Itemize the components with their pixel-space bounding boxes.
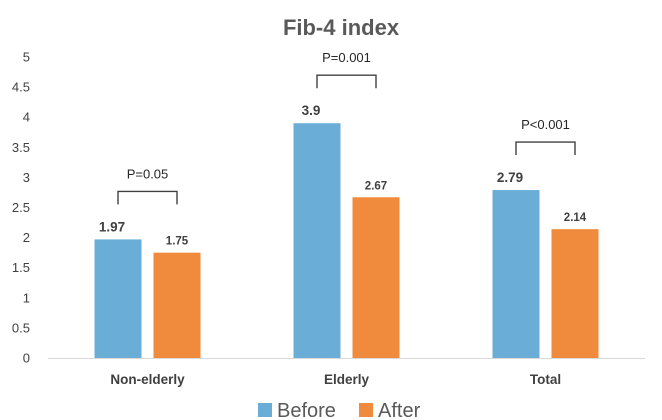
y-tick-label: 0.5 (12, 320, 30, 335)
bar-after-0 (153, 252, 201, 358)
data-labels: 1.97 1.75 3.9 2.67 2.79 2.14 (99, 103, 587, 247)
p-value-label: P=0.001 (322, 50, 371, 65)
data-label: 1.75 (166, 236, 189, 248)
x-category-label: Non-elderly (110, 372, 185, 387)
x-category-label: Total (530, 372, 561, 387)
bar-before-2 (492, 190, 540, 358)
significance-bracket (316, 74, 377, 89)
p-value-brackets: P=0.05 P=0.001 P<0.001 (117, 50, 576, 205)
y-tick-label: 4 (23, 110, 30, 125)
y-tick-label: 4.5 (12, 80, 30, 95)
bar-before-0 (94, 239, 142, 358)
y-tick-label: 3.5 (12, 140, 30, 155)
legend-label: After (378, 400, 421, 420)
x-category-labels: Non-elderly Elderly Total (110, 372, 561, 387)
legend-swatch-after (359, 403, 373, 417)
chart-title: Fib-4 index (283, 15, 400, 40)
data-label: 2.14 (564, 212, 587, 224)
data-label: 2.79 (497, 170, 523, 185)
y-tick-label: 2 (23, 230, 30, 245)
significance-bracket (515, 141, 576, 156)
significance-bracket (117, 190, 178, 205)
y-tick-label: 2.5 (12, 200, 30, 215)
p-value-label: P=0.05 (127, 166, 169, 181)
data-label: 2.67 (365, 180, 387, 192)
legend-label: Before (277, 400, 336, 420)
data-label: 1.97 (99, 219, 125, 234)
y-axis: 0 0.5 1 1.5 2 2.5 3 3.5 4 4.5 5 (12, 50, 30, 366)
bar-after-1 (352, 197, 400, 358)
y-tick-label: 1 (23, 290, 30, 305)
data-label: 3.9 (302, 103, 321, 118)
bar-after-2 (551, 229, 599, 358)
bar-before-1 (293, 123, 341, 358)
bars (94, 123, 599, 358)
y-tick-label: 3 (23, 170, 30, 185)
y-tick-label: 1.5 (12, 260, 30, 275)
legend-swatch-before (258, 403, 272, 417)
y-tick-label: 5 (23, 50, 30, 65)
legend: Before After (258, 400, 421, 420)
x-category-label: Elderly (324, 372, 370, 387)
p-value-label: P<0.001 (521, 117, 570, 132)
y-tick-label: 0 (23, 351, 30, 366)
